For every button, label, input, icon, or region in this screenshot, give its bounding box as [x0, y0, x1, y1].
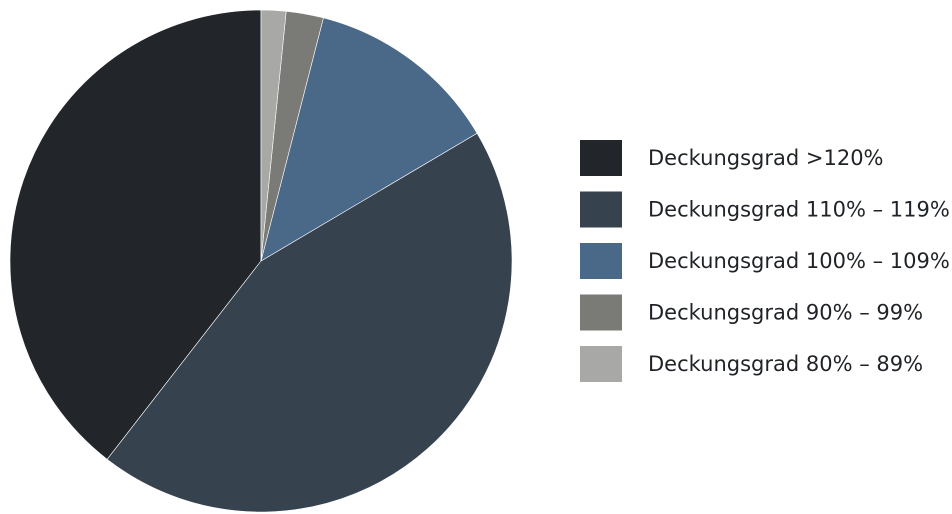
legend-label-3: Deckungsgrad 90% – 99% [648, 301, 923, 325]
pie-slices [9, 9, 513, 513]
legend-swatch-4 [580, 346, 622, 382]
legend-swatch-2 [580, 243, 622, 279]
legend-label-0: Deckungsgrad >120% [648, 146, 884, 170]
legend: Deckungsgrad >120% Deckungsgrad 110% – 11… [580, 140, 950, 382]
legend-swatch-1 [580, 191, 622, 228]
legend-swatch-3 [580, 294, 622, 331]
pie-slice-0 [9, 9, 262, 460]
legend-swatch-0 [580, 140, 622, 176]
legend-label-2: Deckungsgrad 100% – 109% [648, 249, 950, 273]
pie-slice-4 [260, 9, 287, 262]
pie-slice-1 [106, 132, 513, 513]
legend-label-4: Deckungsgrad 80% – 89% [648, 352, 923, 376]
pie-slice-2 [260, 17, 478, 262]
legend-label-1: Deckungsgrad 110% – 119% [648, 198, 950, 222]
